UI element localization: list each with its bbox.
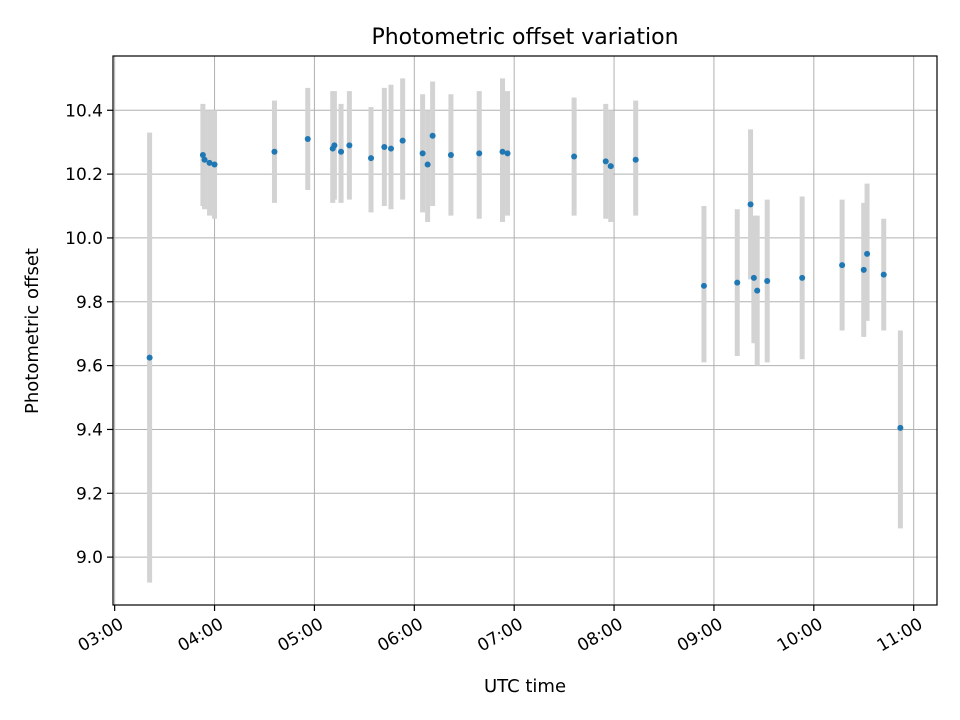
y-tick-label: 10.4 <box>65 101 103 121</box>
y-tick-label: 10.2 <box>65 165 103 185</box>
data-points <box>146 132 904 431</box>
data-point <box>860 266 867 273</box>
grid <box>113 56 937 605</box>
data-point <box>864 250 871 257</box>
chart-title: Photometric offset variation <box>371 25 678 50</box>
data-point <box>764 278 771 285</box>
data-point <box>476 150 483 157</box>
data-point <box>201 156 208 163</box>
y-axis: 9.0 9.2 9.4 9.6 9.8 10.0 10.2 10.4 <box>65 101 113 568</box>
y-tick-label: 9.8 <box>76 293 103 313</box>
data-point <box>346 142 353 149</box>
data-point <box>504 150 511 157</box>
y-tick-label: 10.0 <box>65 229 103 249</box>
data-point <box>839 262 846 269</box>
data-point <box>399 137 406 144</box>
data-point <box>381 143 388 150</box>
y-tick-label: 9.6 <box>76 357 103 377</box>
data-point <box>700 282 707 289</box>
data-point <box>754 287 761 294</box>
x-axis-label: UTC time <box>484 676 566 697</box>
data-point <box>734 279 741 286</box>
data-point <box>146 354 153 361</box>
data-point <box>271 148 278 155</box>
data-point <box>429 132 436 139</box>
data-point <box>331 142 338 149</box>
data-point <box>632 156 639 163</box>
plot-frame <box>112 55 938 606</box>
data-point <box>304 135 311 142</box>
data-point <box>571 153 578 160</box>
y-tick-label: 9.4 <box>76 420 103 440</box>
data-point <box>199 151 206 158</box>
data-point <box>206 159 213 166</box>
data-point <box>368 155 375 162</box>
data-point <box>419 150 426 157</box>
y-tick-label: 9.0 <box>76 548 103 568</box>
data-point <box>880 271 887 278</box>
data-point <box>338 148 345 155</box>
data-point <box>499 148 506 155</box>
data-point <box>602 158 609 165</box>
data-point <box>750 274 757 281</box>
y-tick-label: 9.2 <box>76 484 103 504</box>
data-point <box>897 424 904 431</box>
data-point <box>424 161 431 168</box>
data-point <box>607 163 614 170</box>
data-point <box>387 145 394 152</box>
y-axis-label: Photometric offset <box>22 248 43 414</box>
data-point <box>447 151 454 158</box>
data-point <box>747 201 754 208</box>
data-point <box>799 274 806 281</box>
data-point <box>211 161 218 168</box>
